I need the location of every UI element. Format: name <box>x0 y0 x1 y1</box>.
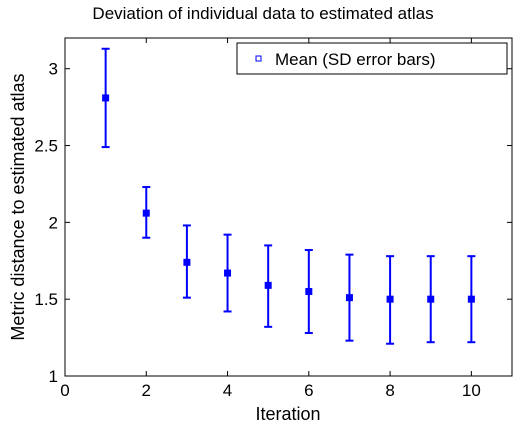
x-axis-ticks: 0 2 4 6 8 10 <box>60 38 481 400</box>
y-tick-label: 1.5 <box>34 290 58 309</box>
x-axis-label: Iteration <box>255 404 320 424</box>
data-point <box>386 295 394 303</box>
y-tick-label: 3 <box>49 60 58 79</box>
y-tick-label: 2.5 <box>34 137 58 156</box>
data-series <box>101 47 476 345</box>
data-point <box>305 288 313 295</box>
legend-marker <box>255 55 262 62</box>
x-tick-label: 4 <box>223 381 232 400</box>
plot-area <box>64 37 513 377</box>
legend-box <box>236 42 508 75</box>
y-axis-ticks: 1 1.5 2 2.5 3 <box>34 60 512 386</box>
y-tick-label: 2 <box>49 213 58 232</box>
data-point <box>427 295 435 303</box>
data-point <box>183 258 191 266</box>
y-tick-label: 1 <box>49 367 58 386</box>
x-tick-label: 10 <box>462 381 481 400</box>
data-point <box>142 209 150 217</box>
x-tick-label: 8 <box>385 381 394 400</box>
x-tick-label: 6 <box>304 381 313 400</box>
data-point <box>467 295 475 303</box>
y-axis-label: Metric distance to estimated atlas <box>8 73 28 340</box>
data-point <box>224 269 232 277</box>
chart-title: Deviation of individual data to estimate… <box>92 4 433 23</box>
data-point <box>264 281 272 289</box>
legend-label: Mean (SD error bars) <box>275 50 436 69</box>
x-tick-label: 0 <box>60 381 69 400</box>
data-point <box>102 94 110 102</box>
data-point <box>345 294 353 302</box>
legend: Mean (SD error bars) <box>236 42 508 75</box>
x-tick-label: 2 <box>142 381 151 400</box>
